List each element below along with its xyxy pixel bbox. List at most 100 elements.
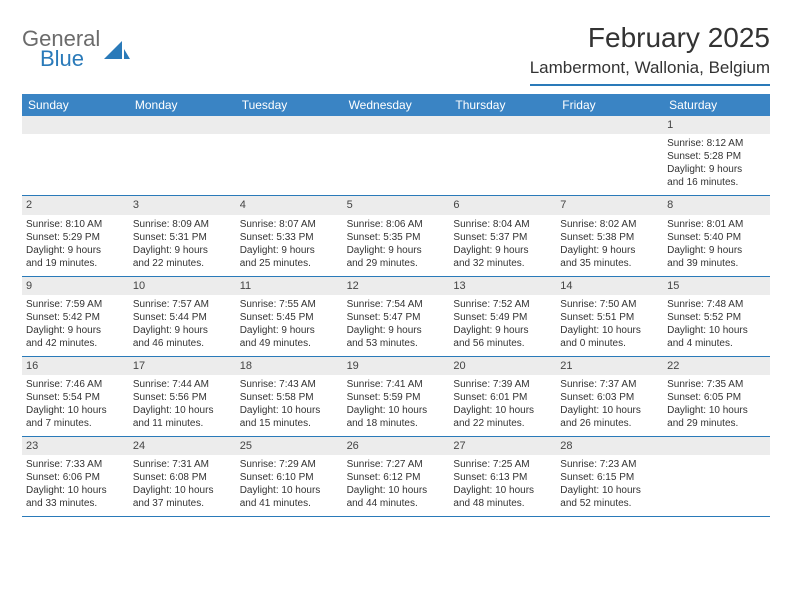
sunrise-text: Sunrise: 7:37 AM bbox=[560, 378, 659, 391]
sunrise-text: Sunrise: 7:46 AM bbox=[26, 378, 125, 391]
daylight-text: and 16 minutes. bbox=[667, 176, 766, 189]
day-number: 15 bbox=[663, 277, 770, 295]
day-cell: 22Sunrise: 7:35 AMSunset: 6:05 PMDayligh… bbox=[663, 357, 770, 436]
sunrise-text: Sunrise: 7:39 AM bbox=[453, 378, 552, 391]
sunset-text: Sunset: 5:38 PM bbox=[560, 231, 659, 244]
calendar-page: General Blue February 2025 Lambermont, W… bbox=[0, 0, 792, 517]
daylight-text: and 49 minutes. bbox=[240, 337, 339, 350]
calendar: Sunday Monday Tuesday Wednesday Thursday… bbox=[22, 94, 770, 517]
daylight-text: and 22 minutes. bbox=[453, 417, 552, 430]
day-cell: 2Sunrise: 8:10 AMSunset: 5:29 PMDaylight… bbox=[22, 196, 129, 275]
sunset-text: Sunset: 5:52 PM bbox=[667, 311, 766, 324]
day-number: 20 bbox=[449, 357, 556, 375]
sunrise-text: Sunrise: 7:27 AM bbox=[347, 458, 446, 471]
daylight-text: Daylight: 10 hours bbox=[26, 404, 125, 417]
day-number: 3 bbox=[129, 196, 236, 214]
day-cell: 15Sunrise: 7:48 AMSunset: 5:52 PMDayligh… bbox=[663, 277, 770, 356]
daylight-text: Daylight: 9 hours bbox=[26, 244, 125, 257]
month-title: February 2025 bbox=[530, 22, 770, 54]
sunset-text: Sunset: 6:08 PM bbox=[133, 471, 232, 484]
daylight-text: Daylight: 10 hours bbox=[347, 484, 446, 497]
day-number: 8 bbox=[663, 196, 770, 214]
day-number bbox=[343, 116, 450, 134]
sunrise-text: Sunrise: 7:23 AM bbox=[560, 458, 659, 471]
day-cell: 11Sunrise: 7:55 AMSunset: 5:45 PMDayligh… bbox=[236, 277, 343, 356]
sunset-text: Sunset: 5:58 PM bbox=[240, 391, 339, 404]
sunset-text: Sunset: 6:12 PM bbox=[347, 471, 446, 484]
day-cell: 10Sunrise: 7:57 AMSunset: 5:44 PMDayligh… bbox=[129, 277, 236, 356]
day-number: 24 bbox=[129, 437, 236, 455]
week-row: 9Sunrise: 7:59 AMSunset: 5:42 PMDaylight… bbox=[22, 277, 770, 357]
sunset-text: Sunset: 6:05 PM bbox=[667, 391, 766, 404]
daylight-text: Daylight: 9 hours bbox=[133, 324, 232, 337]
day-cell bbox=[449, 116, 556, 195]
daylight-text: Daylight: 9 hours bbox=[133, 244, 232, 257]
day-cell: 7Sunrise: 8:02 AMSunset: 5:38 PMDaylight… bbox=[556, 196, 663, 275]
sunset-text: Sunset: 5:31 PM bbox=[133, 231, 232, 244]
day-number: 12 bbox=[343, 277, 450, 295]
sunrise-text: Sunrise: 7:48 AM bbox=[667, 298, 766, 311]
day-number: 21 bbox=[556, 357, 663, 375]
sunrise-text: Sunrise: 7:44 AM bbox=[133, 378, 232, 391]
daylight-text: Daylight: 9 hours bbox=[560, 244, 659, 257]
day-number bbox=[556, 116, 663, 134]
day-cell: 8Sunrise: 8:01 AMSunset: 5:40 PMDaylight… bbox=[663, 196, 770, 275]
daylight-text: and 39 minutes. bbox=[667, 257, 766, 270]
day-cell: 14Sunrise: 7:50 AMSunset: 5:51 PMDayligh… bbox=[556, 277, 663, 356]
day-cell: 12Sunrise: 7:54 AMSunset: 5:47 PMDayligh… bbox=[343, 277, 450, 356]
day-number: 27 bbox=[449, 437, 556, 455]
daylight-text: and 29 minutes. bbox=[667, 417, 766, 430]
sunrise-text: Sunrise: 7:57 AM bbox=[133, 298, 232, 311]
daylight-text: Daylight: 9 hours bbox=[453, 244, 552, 257]
day-cell: 9Sunrise: 7:59 AMSunset: 5:42 PMDaylight… bbox=[22, 277, 129, 356]
day-cell: 28Sunrise: 7:23 AMSunset: 6:15 PMDayligh… bbox=[556, 437, 663, 516]
sunset-text: Sunset: 5:56 PM bbox=[133, 391, 232, 404]
daylight-text: Daylight: 9 hours bbox=[347, 324, 446, 337]
day-cell: 17Sunrise: 7:44 AMSunset: 5:56 PMDayligh… bbox=[129, 357, 236, 436]
daylight-text: Daylight: 9 hours bbox=[347, 244, 446, 257]
logo-sail-icon bbox=[104, 39, 130, 61]
daylight-text: and 33 minutes. bbox=[26, 497, 125, 510]
sunset-text: Sunset: 6:06 PM bbox=[26, 471, 125, 484]
day-number: 28 bbox=[556, 437, 663, 455]
daylight-text: Daylight: 9 hours bbox=[667, 244, 766, 257]
sunset-text: Sunset: 5:40 PM bbox=[667, 231, 766, 244]
day-number: 16 bbox=[22, 357, 129, 375]
daylight-text: and 32 minutes. bbox=[453, 257, 552, 270]
day-number: 22 bbox=[663, 357, 770, 375]
day-cell: 27Sunrise: 7:25 AMSunset: 6:13 PMDayligh… bbox=[449, 437, 556, 516]
daylight-text: and 41 minutes. bbox=[240, 497, 339, 510]
day-cell bbox=[556, 116, 663, 195]
sunrise-text: Sunrise: 8:12 AM bbox=[667, 137, 766, 150]
sunrise-text: Sunrise: 7:54 AM bbox=[347, 298, 446, 311]
sunrise-text: Sunrise: 8:07 AM bbox=[240, 218, 339, 231]
daylight-text: Daylight: 9 hours bbox=[240, 324, 339, 337]
day-number: 9 bbox=[22, 277, 129, 295]
daylight-text: and 42 minutes. bbox=[26, 337, 125, 350]
sunrise-text: Sunrise: 8:10 AM bbox=[26, 218, 125, 231]
day-header: Tuesday bbox=[236, 94, 343, 116]
day-header: Saturday bbox=[663, 94, 770, 116]
logo-text-block: General Blue bbox=[22, 28, 100, 70]
day-cell: 24Sunrise: 7:31 AMSunset: 6:08 PMDayligh… bbox=[129, 437, 236, 516]
day-number bbox=[236, 116, 343, 134]
daylight-text: Daylight: 10 hours bbox=[667, 404, 766, 417]
daylight-text: Daylight: 10 hours bbox=[560, 404, 659, 417]
daylight-text: Daylight: 10 hours bbox=[26, 484, 125, 497]
day-number: 18 bbox=[236, 357, 343, 375]
day-number bbox=[449, 116, 556, 134]
sunset-text: Sunset: 5:51 PM bbox=[560, 311, 659, 324]
daylight-text: and 37 minutes. bbox=[133, 497, 232, 510]
daylight-text: Daylight: 9 hours bbox=[667, 163, 766, 176]
day-number bbox=[129, 116, 236, 134]
daylight-text: and 48 minutes. bbox=[453, 497, 552, 510]
day-cell: 16Sunrise: 7:46 AMSunset: 5:54 PMDayligh… bbox=[22, 357, 129, 436]
day-number: 4 bbox=[236, 196, 343, 214]
sunrise-text: Sunrise: 7:31 AM bbox=[133, 458, 232, 471]
sunset-text: Sunset: 5:42 PM bbox=[26, 311, 125, 324]
daylight-text: Daylight: 9 hours bbox=[26, 324, 125, 337]
sunset-text: Sunset: 5:37 PM bbox=[453, 231, 552, 244]
day-number bbox=[663, 437, 770, 455]
day-cell: 23Sunrise: 7:33 AMSunset: 6:06 PMDayligh… bbox=[22, 437, 129, 516]
daylight-text: and 15 minutes. bbox=[240, 417, 339, 430]
